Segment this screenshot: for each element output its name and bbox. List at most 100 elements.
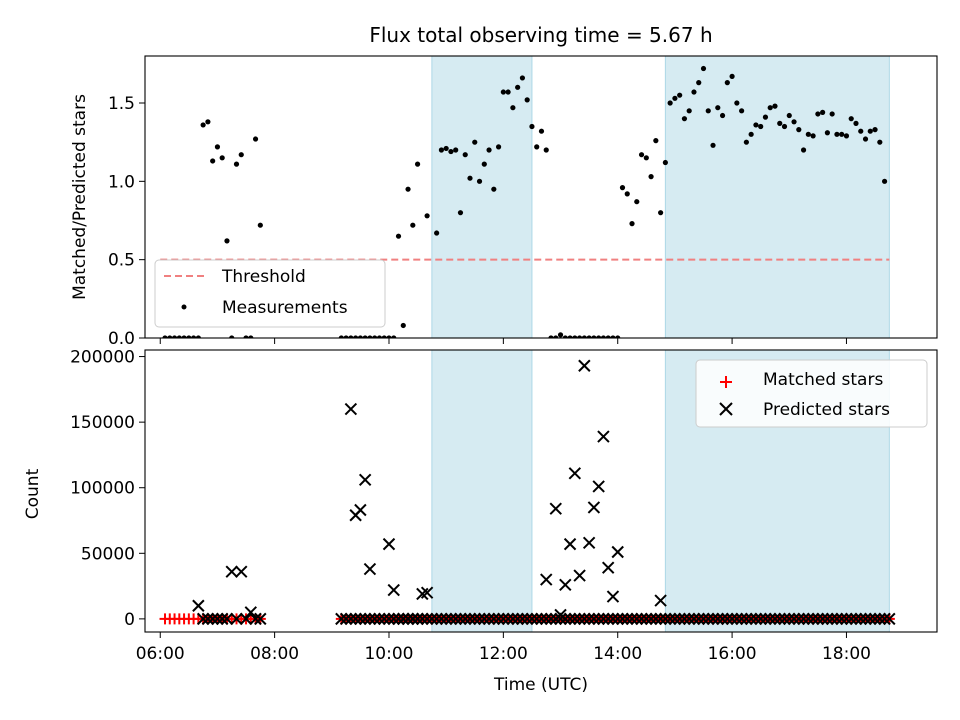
measurement-point: [729, 73, 735, 79]
predicted-point: [344, 612, 358, 626]
predicted-point: [816, 612, 829, 626]
top-panel: 0.0 0.5 1.0 1.5 Matched/Predicted stars Thr…: [70, 55, 938, 349]
measurement-point: [772, 103, 778, 109]
measurement-point: [214, 144, 221, 150]
top-y-axis-label: Matched/Predicted stars: [70, 94, 90, 300]
measurement-point: [667, 100, 673, 106]
bottom-y-axis-label: Count: [23, 468, 43, 519]
measurement-point: [600, 335, 607, 338]
legend-measurements-label: Measurements: [222, 298, 348, 318]
predicted-point: [549, 502, 562, 515]
measurement-point: [243, 335, 249, 338]
measurement-point: [877, 139, 883, 145]
predicted-point: [654, 612, 667, 626]
predicted-point: [482, 612, 496, 626]
predicted-point: [506, 612, 520, 626]
measurement-point: [210, 158, 216, 164]
measurement-point: [195, 335, 201, 338]
measurement-point: [462, 152, 468, 158]
measurement-point: [572, 335, 578, 338]
measurement-point: [248, 335, 254, 338]
measurement-point: [181, 335, 187, 338]
bottom-y-ticks: 0 50000 100000 150000 200000: [70, 348, 145, 630]
measurement-point: [796, 127, 802, 133]
measurement-point: [538, 128, 545, 134]
predicted-point: [630, 612, 643, 626]
measurement-point: [481, 161, 487, 167]
predicted-point: [578, 359, 591, 372]
predicted-point: [511, 612, 524, 626]
top-y-ticks: 0.0 0.5 1.0 1.5: [108, 94, 145, 349]
predicted-point: [401, 612, 415, 626]
predicted-point: [835, 612, 848, 626]
predicted-point: [597, 430, 610, 443]
measurement-point: [362, 335, 368, 338]
predicted-point: [196, 612, 210, 626]
predicted-point: [235, 565, 248, 578]
measurement-point: [372, 335, 378, 338]
legend-matched-label: Matched stars: [763, 370, 883, 390]
predicted-point: [411, 612, 424, 626]
predicted-point: [601, 612, 615, 626]
measurement-point: [238, 152, 244, 158]
measurement-point: [872, 127, 878, 133]
predicted-point: [444, 612, 458, 626]
predicted-point: [587, 501, 601, 514]
y-tick-label: 100000: [70, 479, 135, 499]
predicted-point: [459, 612, 472, 626]
predicted-point: [711, 612, 725, 626]
predicted-point: [787, 612, 801, 626]
predicted-point: [211, 612, 224, 626]
predicted-point: [339, 612, 353, 626]
measurement-point: [348, 335, 354, 338]
measurement-point: [596, 335, 602, 338]
predicted-point: [354, 612, 367, 626]
predicted-point: [220, 612, 234, 626]
measurement-point: [605, 335, 611, 338]
measurement-point: [434, 230, 440, 236]
predicted-point: [435, 612, 448, 626]
measurement-point: [629, 221, 635, 227]
predicted-point: [635, 612, 648, 626]
predicted-point: [363, 612, 377, 626]
bottom-x-ticks: 06:00 08:00 10:00 12:00 14:00 16:00 18:00: [136, 632, 871, 664]
predicted-point: [397, 612, 410, 626]
measurement-point: [715, 105, 721, 111]
predicted-point: [873, 612, 887, 626]
predicted-point: [439, 612, 453, 626]
measurement-point: [443, 145, 449, 152]
predicted-point: [587, 612, 601, 626]
measurement-point: [500, 89, 506, 95]
predicted-point: [621, 612, 634, 626]
predicted-point: [406, 612, 420, 626]
predicted-point: [363, 562, 377, 576]
predicted-point: [501, 612, 515, 626]
measurement-point: [681, 116, 688, 122]
top-x-ticks: [159, 338, 847, 344]
predicted-point: [706, 612, 720, 626]
measurement-point: [200, 122, 206, 128]
measurement-point: [719, 112, 726, 119]
measurement-point: [410, 222, 416, 228]
predicted-point: [420, 586, 434, 599]
measurement-point: [219, 155, 225, 161]
predicted-point: [825, 612, 839, 626]
measurement-point: [438, 147, 445, 153]
measurement-point: [848, 116, 854, 122]
measurement-point: [510, 105, 516, 111]
measurement-point: [448, 148, 454, 155]
predicted-point: [768, 612, 782, 626]
chart-title: Flux total observing time = 5.67 h: [369, 23, 712, 47]
predicted-point: [854, 612, 867, 626]
predicted-point: [754, 612, 767, 626]
shaded-band-1: [431, 349, 533, 633]
measurement-point: [805, 131, 811, 137]
predicted-point: [802, 612, 815, 626]
predicted-point: [525, 612, 539, 626]
predicted-point: [845, 612, 858, 626]
x-tick-label: 10:00: [364, 644, 413, 664]
measurement-point: [839, 131, 845, 137]
measurement-point: [643, 155, 649, 161]
measurement-point: [543, 147, 549, 153]
